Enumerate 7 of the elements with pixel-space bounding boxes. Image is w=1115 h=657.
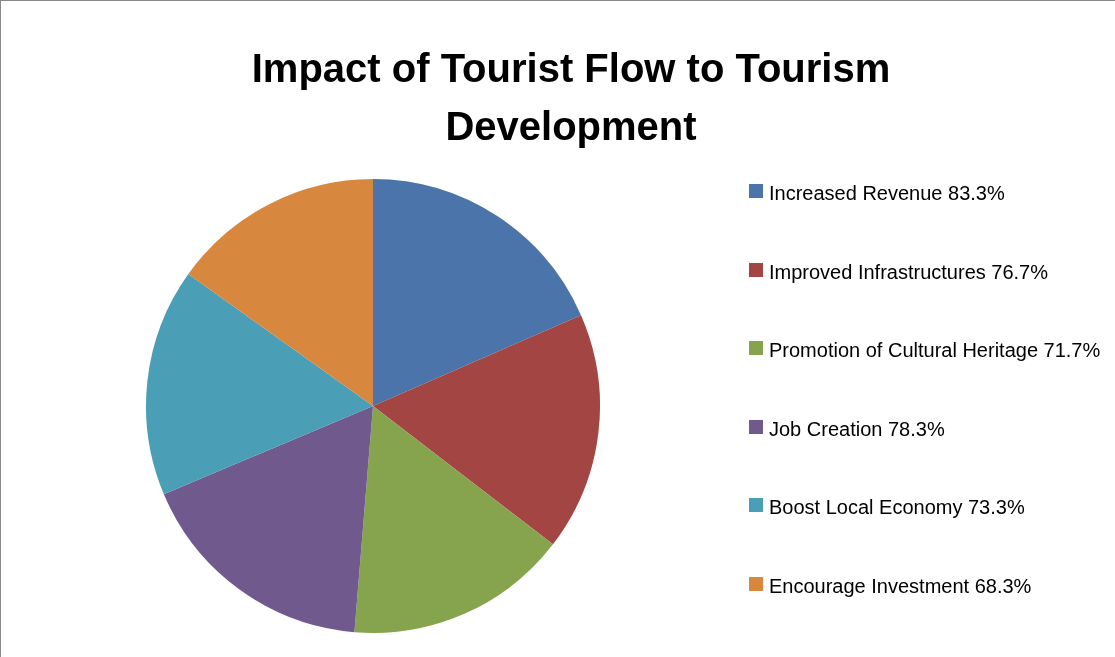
legend-label: Boost Local Economy 73.3% — [769, 495, 1025, 520]
legend-label: Job Creation 78.3% — [769, 416, 945, 442]
legend-label: Improved Infrastructures 76.7% — [769, 259, 1049, 285]
chart-title: Impact of Tourist Flow to Tourism Development — [250, 45, 892, 150]
legend-label: Increased Revenue 83.3% — [769, 181, 1005, 206]
legend-label: Promotion of Cultural Heritage 71.7% — [769, 338, 1101, 363]
legend-label: Encourage Investment 68.3% — [769, 573, 1032, 599]
